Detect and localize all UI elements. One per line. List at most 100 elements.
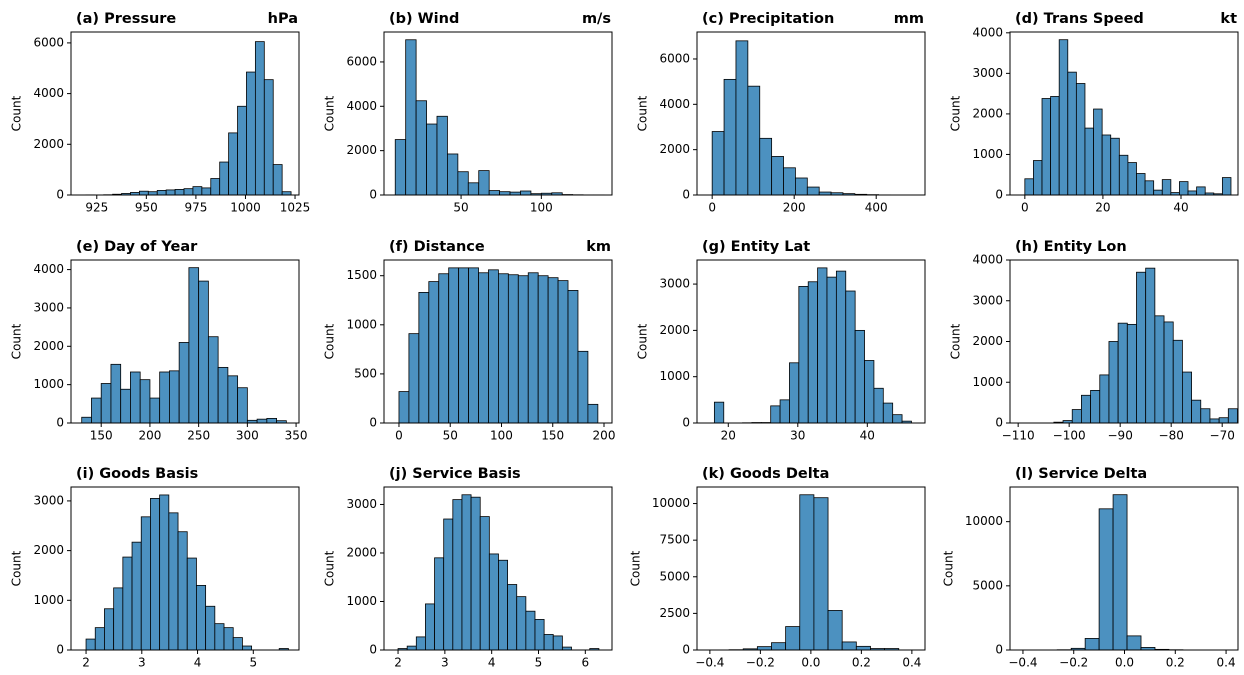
histogram-bar xyxy=(1099,374,1110,424)
histogram-bar xyxy=(817,267,828,424)
x-tick-label: 50 xyxy=(443,429,458,443)
histogram-bar xyxy=(516,596,527,651)
y-tick-label: 0 xyxy=(56,416,64,430)
x-tick-label: −0.4 xyxy=(1008,656,1037,670)
histogram-bar xyxy=(81,416,92,424)
histogram-bar xyxy=(150,498,161,651)
x-tick-label: 0.2 xyxy=(1166,656,1185,670)
histogram-bar xyxy=(1081,394,1091,424)
histogram-bar xyxy=(520,190,532,196)
y-axis-label: Count xyxy=(949,95,963,131)
histogram-bar xyxy=(205,605,216,651)
panel-title: (i) Goods Basis xyxy=(76,466,198,482)
histogram-bar xyxy=(201,187,212,196)
axes-frame xyxy=(383,486,613,651)
histogram-bar xyxy=(711,131,725,196)
histogram-bar xyxy=(1182,371,1192,424)
histogram-bar xyxy=(785,626,801,651)
histogram-bar xyxy=(813,497,829,651)
histogram-bar xyxy=(1084,127,1094,196)
histogram-bar xyxy=(467,182,480,196)
histogram-bar xyxy=(458,267,469,424)
x-tick-label: −0.2 xyxy=(746,656,775,670)
axes-frame xyxy=(696,31,926,196)
histogram-bar xyxy=(795,177,808,196)
histogram-bar xyxy=(1145,267,1156,424)
x-tick-label: 4 xyxy=(488,656,496,670)
histogram-bar xyxy=(237,387,248,424)
x-tick-label: 0 xyxy=(708,201,716,215)
histogram-bar xyxy=(415,100,427,196)
histogram-bar xyxy=(183,188,194,196)
histogram-bar xyxy=(443,518,454,651)
x-tick-label: 400 xyxy=(865,201,888,215)
histogram-bar xyxy=(405,39,417,196)
histogram-bar xyxy=(488,190,501,196)
histogram-bar xyxy=(140,516,151,651)
histogram-bar xyxy=(1200,408,1211,424)
panel-title: (k) Goods Delta xyxy=(702,466,829,482)
histogram-bar xyxy=(841,641,857,651)
y-tick-label: 1000 xyxy=(346,594,377,608)
y-tick-label: 0 xyxy=(682,416,690,430)
histogram-bar xyxy=(1058,39,1069,196)
y-tick-label: 2000 xyxy=(33,339,64,353)
histogram-bar xyxy=(91,397,102,424)
histogram-bar xyxy=(394,139,407,196)
histogram-bar xyxy=(1126,635,1142,651)
x-tick-label: 100 xyxy=(490,429,513,443)
histogram-bar xyxy=(223,627,234,651)
y-tick-label: 3000 xyxy=(972,293,1003,307)
y-tick-label: 10000 xyxy=(965,514,1003,528)
histogram-bar xyxy=(557,280,569,424)
histogram-bar xyxy=(1153,189,1163,196)
histogram-bar xyxy=(178,342,190,424)
y-axis-label: Count xyxy=(10,550,24,586)
histogram-bar xyxy=(1209,418,1220,424)
histogram-bar xyxy=(1067,71,1077,196)
histogram-bar xyxy=(1024,178,1034,196)
x-tick-label: 200 xyxy=(593,429,616,443)
x-tick-label: −80 xyxy=(1159,429,1184,443)
histogram-bar xyxy=(882,402,894,424)
histogram-bar xyxy=(237,105,247,196)
histogram-bar xyxy=(478,272,489,424)
panel-title: (a) Pressure xyxy=(76,11,176,27)
x-tick-label: 5 xyxy=(535,656,543,670)
x-tick-label: 950 xyxy=(135,201,158,215)
histogram-bar xyxy=(1227,408,1238,424)
histogram-bar xyxy=(448,267,460,424)
y-tick-label: 0 xyxy=(56,643,64,657)
histogram-bar xyxy=(438,273,450,424)
histogram-bar xyxy=(864,360,875,424)
histogram-bar xyxy=(507,584,518,651)
axes-frame xyxy=(383,259,613,424)
axes-frame xyxy=(70,31,300,196)
histogram-bar xyxy=(139,379,151,424)
x-tick-label: 40 xyxy=(1173,201,1188,215)
panel-unit: m/s xyxy=(582,11,611,27)
y-tick-label: 4000 xyxy=(972,253,1003,267)
histogram-bar xyxy=(543,634,554,651)
x-tick-label: 200 xyxy=(138,429,161,443)
histogram-bar xyxy=(835,270,847,424)
histogram-bar xyxy=(537,275,549,424)
histogram-bar xyxy=(1084,638,1100,651)
histogram-bar xyxy=(1090,389,1101,424)
y-tick-label: 0 xyxy=(682,188,690,202)
histogram-bar xyxy=(587,403,599,424)
histogram-bar xyxy=(1127,162,1137,196)
y-axis-label: Count xyxy=(323,550,337,586)
y-tick-label: 7500 xyxy=(659,533,690,547)
histogram-bar xyxy=(425,603,435,651)
y-tick-label: 0 xyxy=(995,416,1003,430)
histogram-bar xyxy=(113,587,124,651)
histogram-bar xyxy=(488,553,499,651)
y-tick-label: 1000 xyxy=(346,317,377,331)
histogram-bar xyxy=(228,132,238,196)
histogram-bar xyxy=(434,557,445,651)
histogram-bar xyxy=(254,41,265,196)
histogram-bar xyxy=(771,642,787,651)
histogram-bar xyxy=(174,189,185,196)
y-tick-label: 0 xyxy=(369,188,377,202)
